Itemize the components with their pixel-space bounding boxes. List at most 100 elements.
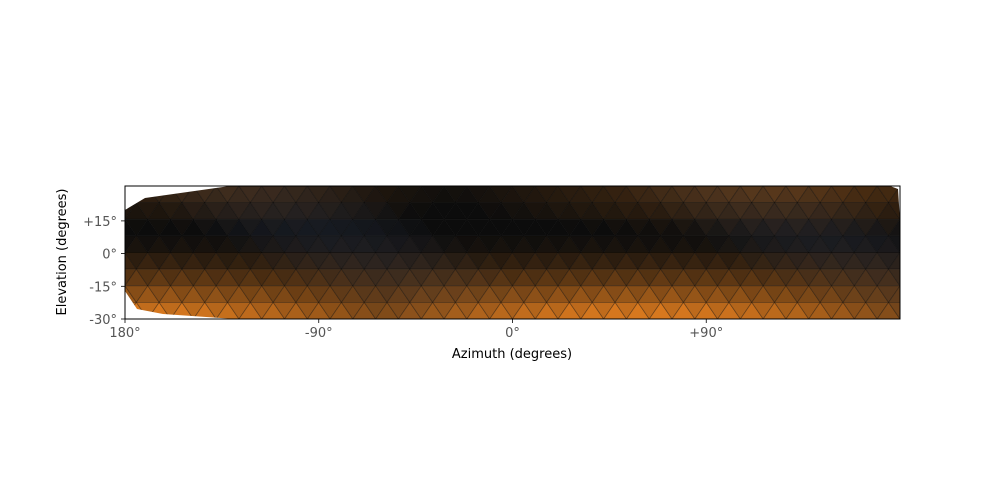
x-tick-label: +90° xyxy=(689,326,723,341)
mesh-cell xyxy=(887,235,900,254)
mesh-cell xyxy=(626,301,650,319)
mesh-cell xyxy=(238,218,263,237)
mesh-cell xyxy=(785,252,810,270)
mesh-cell xyxy=(488,252,514,270)
mesh-cell xyxy=(682,268,708,287)
mesh-cell xyxy=(375,301,399,319)
mesh-cell xyxy=(557,285,582,304)
y-tick-label: -15° xyxy=(89,280,117,295)
mesh-cell xyxy=(431,235,457,254)
mesh-cell xyxy=(375,186,399,204)
mesh-cell xyxy=(454,235,480,254)
mesh-cell xyxy=(625,285,651,304)
mesh-cell xyxy=(431,268,457,287)
mesh-cell xyxy=(295,202,320,221)
mesh-cell xyxy=(876,285,900,304)
mesh-cell xyxy=(454,268,480,287)
mesh-cell xyxy=(603,301,627,319)
mesh-cell xyxy=(238,301,263,319)
mesh-cell xyxy=(728,268,753,287)
mesh-cell xyxy=(147,285,172,304)
mesh-cell xyxy=(842,268,867,287)
mesh-cell xyxy=(488,218,514,237)
mesh-cell xyxy=(785,301,810,319)
mesh-cell xyxy=(887,218,900,237)
x-tick-label: -90° xyxy=(305,326,333,341)
mesh-cell xyxy=(762,252,787,270)
mesh-cell xyxy=(317,268,343,287)
mesh-cell xyxy=(340,235,366,254)
mesh-cell xyxy=(215,252,240,270)
mesh-cell xyxy=(568,235,594,254)
mesh-cell xyxy=(887,251,900,270)
mesh-cell xyxy=(215,301,240,319)
mesh-cell xyxy=(215,285,240,304)
mesh-cell xyxy=(762,285,787,304)
mesh-cell xyxy=(272,235,297,254)
mesh-cell xyxy=(374,285,400,304)
mesh-cell xyxy=(739,252,764,270)
mesh-cell xyxy=(431,301,457,319)
mesh-cell xyxy=(602,285,628,304)
mesh-cell xyxy=(397,285,423,304)
mesh-cell xyxy=(170,301,194,319)
mesh-cell xyxy=(682,202,708,221)
mesh-cell xyxy=(728,202,753,221)
y-tick-label: +15° xyxy=(83,215,117,230)
mesh-cell xyxy=(853,285,878,304)
mesh-cell xyxy=(671,285,696,304)
mesh-cell xyxy=(125,218,138,237)
mesh-cell xyxy=(568,202,594,221)
mesh-cell xyxy=(716,285,742,304)
mesh-cell xyxy=(511,285,537,304)
mesh-cell xyxy=(147,252,172,270)
mesh-cell xyxy=(204,202,229,221)
mesh-cell xyxy=(488,285,514,304)
mesh-cell xyxy=(317,235,343,254)
mesh-cell xyxy=(842,235,867,254)
mesh-cell xyxy=(466,252,491,270)
mesh-cell xyxy=(397,252,423,270)
plot-area xyxy=(125,186,900,319)
y-axis: +15° 0° -15° -30° xyxy=(83,215,125,328)
x-tick-label: 0° xyxy=(505,326,520,341)
mesh-cell xyxy=(557,252,582,270)
mesh-cell xyxy=(785,186,810,204)
mesh-cell xyxy=(568,301,594,319)
mesh-cell xyxy=(842,301,867,319)
mesh-cell xyxy=(374,252,400,270)
mesh-cell xyxy=(238,186,263,204)
mesh-cell xyxy=(147,218,172,237)
mesh-cell xyxy=(831,301,855,319)
mesh-cell xyxy=(853,301,878,319)
mesh-uncovered-region xyxy=(890,186,900,221)
mesh-cell xyxy=(717,301,741,319)
mesh-cell xyxy=(272,268,297,287)
y-axis-label: Elevation (degrees) xyxy=(55,189,70,316)
mesh-cell xyxy=(454,301,480,319)
mesh-cell xyxy=(626,186,650,204)
mesh-cell xyxy=(125,252,149,270)
mesh-uncovered-region xyxy=(125,186,230,210)
mesh-cell xyxy=(580,301,605,319)
mesh-cell xyxy=(694,186,719,204)
mesh-cell xyxy=(671,301,696,319)
mesh-cell xyxy=(694,301,719,319)
mesh-cell xyxy=(192,285,217,304)
mesh-cell xyxy=(169,285,195,304)
mesh-cell xyxy=(398,186,422,204)
mesh-cell xyxy=(785,218,810,237)
mesh-cell xyxy=(512,186,536,204)
mesh-cell xyxy=(317,202,343,221)
x-axis-label: Azimuth (degrees) xyxy=(452,347,572,362)
mesh-cell xyxy=(352,252,377,270)
mesh-cell xyxy=(830,285,856,304)
mesh-cell xyxy=(511,218,537,237)
mesh-cell xyxy=(374,218,400,237)
mesh-cell xyxy=(272,202,297,221)
mesh-cell xyxy=(489,186,513,204)
mesh-cell xyxy=(431,202,457,221)
x-axis: 180° -90° 0° +90° xyxy=(109,319,723,341)
mesh-cell xyxy=(694,285,719,304)
